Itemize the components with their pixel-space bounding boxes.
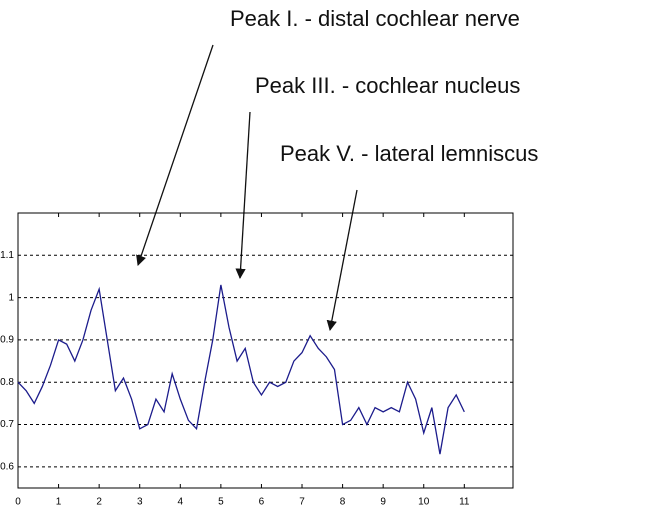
x-tick-label: 9 (380, 497, 386, 508)
y-tick-label: 0.6 (0, 461, 14, 472)
x-tick-label: 8 (340, 497, 346, 508)
x-tick-label: 6 (259, 497, 265, 508)
x-tick-label: 0 (15, 497, 21, 508)
x-tick-label: 7 (299, 497, 305, 508)
y-tick-label: 0.8 (0, 377, 14, 388)
x-tick-label: 2 (96, 497, 102, 508)
annotation: Peak V. - lateral lemniscus (280, 141, 538, 166)
annotation: Peak I. - distal cochlear nerve (230, 6, 520, 31)
x-tick-label: 11 (459, 497, 470, 508)
x-tick-label: 10 (418, 497, 430, 508)
y-tick-label: 1 (8, 292, 14, 303)
y-tick-label: 0.9 (0, 335, 14, 346)
arrow (136, 44, 214, 266)
y-tick-label: 0.7 (0, 419, 14, 430)
x-tick-label: 3 (137, 497, 143, 508)
arrow (235, 111, 251, 280)
x-tick-label: 5 (218, 497, 224, 508)
plot-frame (17, 212, 514, 489)
y-tick-label: 1.1 (0, 250, 14, 261)
arrow (326, 189, 358, 332)
x-tick-label: 4 (178, 497, 184, 508)
annotation: Peak III. - cochlear nucleus (255, 73, 520, 98)
x-tick-label: 1 (56, 497, 62, 508)
data-line (17, 284, 465, 455)
